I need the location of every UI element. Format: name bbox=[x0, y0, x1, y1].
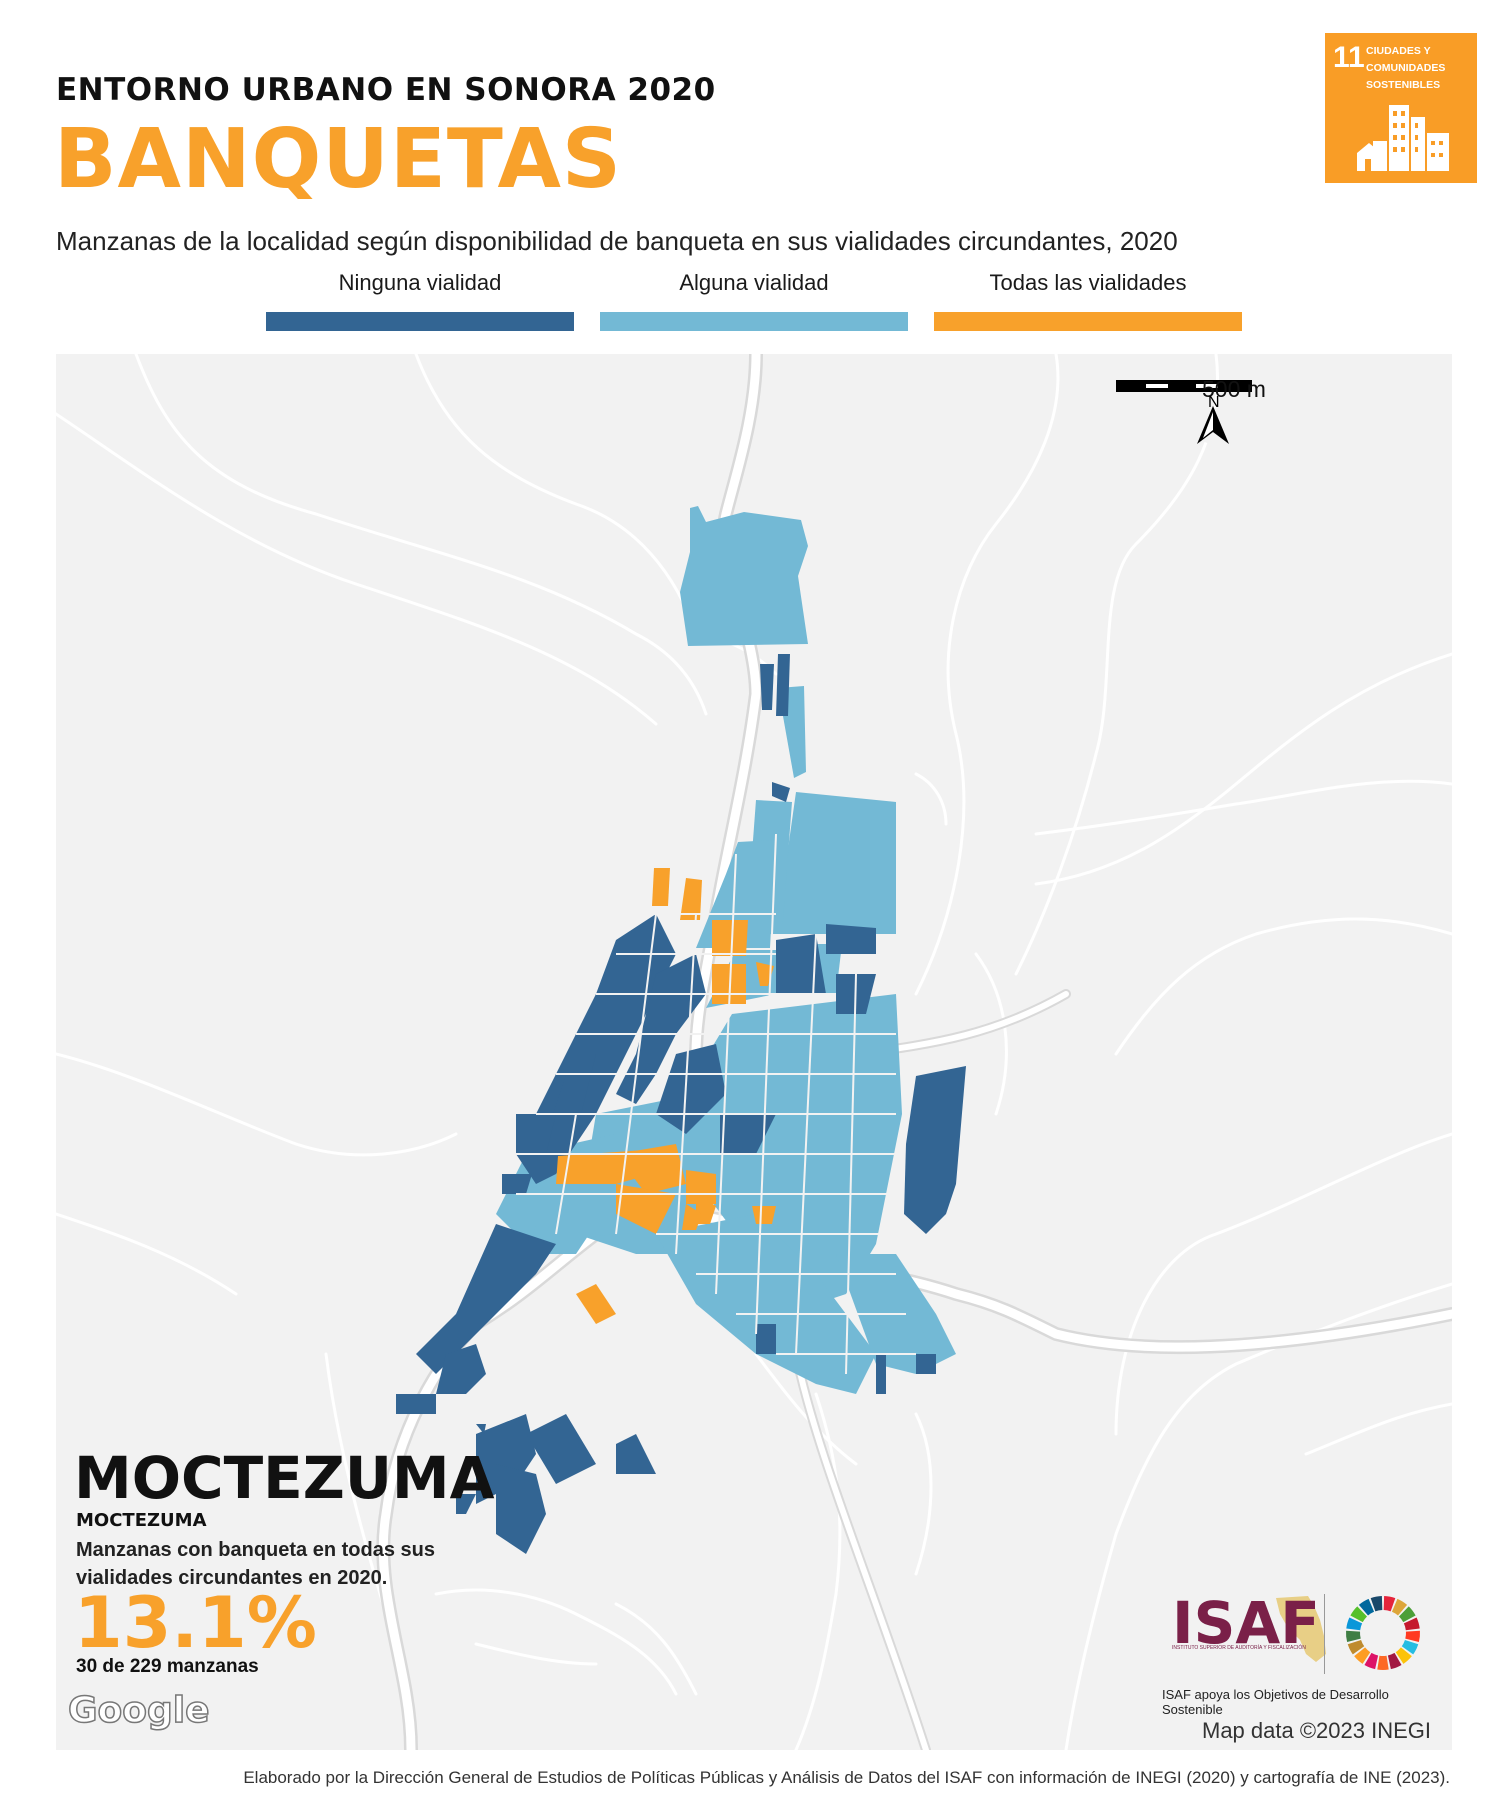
north-arrow-icon bbox=[1195, 406, 1231, 444]
sdg-wheel-segment bbox=[1346, 1630, 1361, 1643]
sdg-wheel-segment bbox=[1398, 1606, 1416, 1623]
map-attribution: Map data ©2023 INEGI bbox=[1202, 1718, 1432, 1743]
page-title: BANQUETAS bbox=[54, 112, 622, 207]
town-blocks bbox=[396, 506, 966, 1554]
city-icon bbox=[1357, 105, 1449, 171]
sonora-map-icon bbox=[1276, 1596, 1326, 1662]
block-count: 30 de 229 manzanas bbox=[76, 1656, 259, 1677]
footer-credits: Elaborado por la Dirección General de Es… bbox=[243, 1768, 1450, 1787]
sdg-wheel-segment bbox=[1350, 1606, 1368, 1623]
sdg-wheel-segment bbox=[1391, 1598, 1408, 1616]
legend-swatch-ninguna bbox=[266, 312, 574, 331]
legend-item-todas: Todas las vialidades bbox=[934, 270, 1242, 331]
map-panel[interactable]: Google 500 m N MOCTEZUMA MOCTEZUMA Manza… bbox=[56, 354, 1452, 1750]
sdg-wheel-segment bbox=[1387, 1652, 1402, 1670]
legend-label: Todas las vialidades bbox=[989, 270, 1187, 295]
sdg-wheel-segment bbox=[1364, 1652, 1379, 1670]
sdg-wheel-icon bbox=[1346, 1596, 1420, 1670]
scale-label: 500 m bbox=[1202, 376, 1266, 402]
google-logo: Google bbox=[68, 1690, 210, 1731]
legend-label: Alguna vialidad bbox=[679, 270, 829, 295]
sdg-wheel-segment bbox=[1354, 1647, 1371, 1664]
municipality-name: MOCTEZUMA bbox=[76, 1510, 207, 1531]
sdg-wheel-segment bbox=[1395, 1647, 1412, 1664]
sdg-11-badge: 11 CIUDADES Y COMUNIDADES SOSTENIBLES bbox=[1325, 33, 1477, 183]
sdg-wheel-segment bbox=[1383, 1596, 1396, 1612]
legend-label: Ninguna vialidad bbox=[338, 270, 502, 295]
isaf-caption: ISAF apoya los Objetivos de Desarrollo S… bbox=[1162, 1687, 1389, 1717]
map-canvas[interactable]: Google bbox=[56, 354, 1452, 1750]
street-grid bbox=[516, 833, 916, 1375]
legend-swatch-alguna bbox=[600, 312, 908, 331]
blocks-ninguna-vialidad bbox=[396, 654, 966, 1554]
sdg-wheel-segment bbox=[1347, 1639, 1365, 1655]
main-roads bbox=[376, 354, 1452, 1750]
scale-bar bbox=[1116, 380, 1252, 392]
locality-title: MOCTEZUMA bbox=[74, 1444, 495, 1512]
north-label: N bbox=[1208, 394, 1220, 411]
logo-divider bbox=[1324, 1594, 1325, 1674]
legend-item-ninguna: Ninguna vialidad bbox=[266, 270, 574, 331]
sdg-wheel-segment bbox=[1403, 1617, 1420, 1631]
map-subtitle: Manzanas de la localidad según disponibi… bbox=[56, 226, 1178, 256]
blocks-todas-vialidades bbox=[556, 868, 776, 1324]
legend-item-alguna: Alguna vialidad bbox=[600, 270, 908, 331]
legend-swatch-todas bbox=[934, 312, 1242, 331]
isaf-subtitle: INSTITUTO SUPERIOR DE AUDITORÍA Y FISCAL… bbox=[1172, 1645, 1306, 1651]
header-kicker: ENTORNO URBANO EN SONORA 2020 bbox=[56, 72, 716, 108]
sdg-wheel-segment bbox=[1346, 1617, 1363, 1631]
locality-description: Manzanas con banqueta en todas sus viali… bbox=[76, 1539, 435, 1589]
sdg-label: CIUDADES Y COMUNIDADES SOSTENIBLES bbox=[1366, 45, 1446, 91]
isaf-logo: ISAF bbox=[1172, 1589, 1320, 1657]
sdg-wheel-segment bbox=[1405, 1630, 1420, 1643]
sdg-number: 11 bbox=[1333, 41, 1365, 74]
sdg-wheel-segment bbox=[1370, 1596, 1383, 1612]
sdg-wheel-segment bbox=[1358, 1598, 1375, 1616]
sdg-wheel-segment bbox=[1401, 1639, 1419, 1655]
percentage-value: 13.1% bbox=[74, 1582, 317, 1664]
